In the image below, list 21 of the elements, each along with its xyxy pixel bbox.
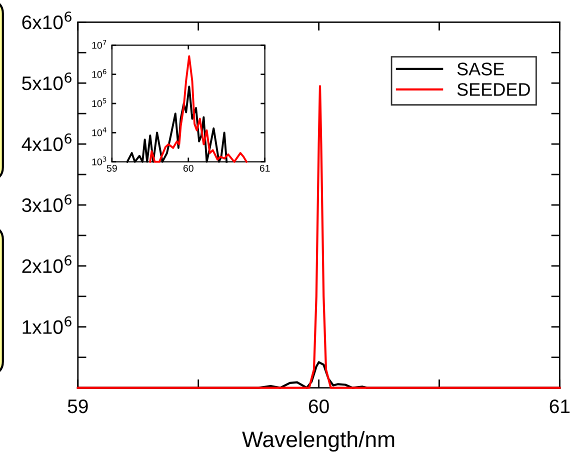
y-tick-label: 5x10$^{6}$ (22, 72, 72, 90)
y-tick-label: 2x10$^{6}$ (22, 255, 72, 274)
x-tick-label: 59 (68, 399, 88, 414)
x-tick-label: 59 (106, 164, 117, 172)
y-tick-label: 10$^{3}$ (92, 156, 106, 166)
y-tick-label: 1x10$^{6}$ (22, 316, 72, 334)
y-tick-label: 10$^{6}$ (92, 69, 106, 78)
x-tick-label: 60 (308, 399, 329, 414)
x-tick-label: 61 (260, 164, 270, 172)
y-tick-label: 10$^{4}$ (92, 127, 106, 136)
legend-label: SEEDED (457, 83, 530, 96)
y-tick-label: 4x10$^{6}$ (22, 133, 72, 152)
line-series (149, 55, 248, 163)
x-tick-label: 60 (183, 164, 194, 172)
y-tick-label: 6x10$^{6}$ (22, 12, 72, 30)
legend-label: SASE (457, 62, 504, 76)
y-tick-label: 3x10$^{6}$ (22, 194, 72, 212)
x-axis-title: Wavelength/nm (242, 430, 394, 452)
y-tick-label: 10$^{7}$ (92, 40, 106, 49)
x-tick-label: 61 (550, 399, 570, 414)
y-tick-label: 10$^{5}$ (92, 98, 106, 108)
